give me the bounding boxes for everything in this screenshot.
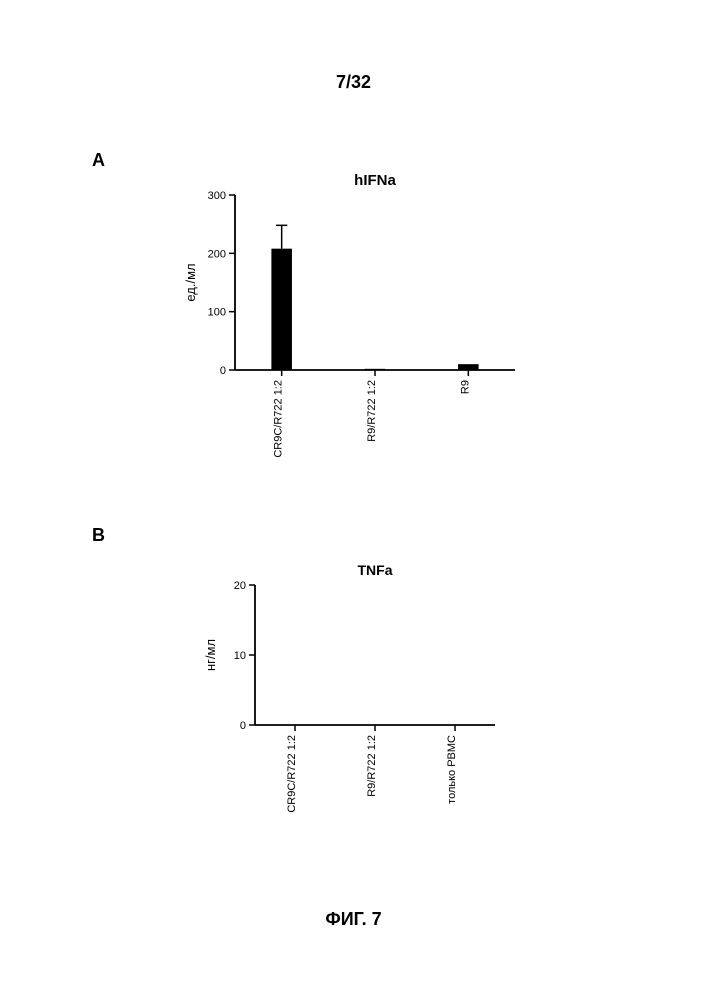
figure-caption: ФИГ. 7 xyxy=(0,909,707,930)
x-tick-label: R9/R722 1:2 xyxy=(366,735,378,797)
panel-b-label: B xyxy=(92,525,105,546)
bar xyxy=(458,364,479,370)
y-tick-label: 100 xyxy=(208,307,226,319)
panel-a-chart: hIFNa 0 100 200 300 ед./мл CR9C/R722 1:2 R9/R72… xyxy=(180,165,525,490)
y-tick-label: 300 xyxy=(208,190,226,202)
x-tick-label: R9 xyxy=(459,380,471,394)
x-tick-label: только PBMC xyxy=(446,735,458,804)
bar xyxy=(271,249,292,370)
x-tick-label: R9/R722 1:2 xyxy=(366,380,378,442)
bar-chart-svg: TNFa 0 10 20 нг/мл CR9C/R722 1:2 R9/R722 1:2 то… xyxy=(200,555,505,840)
x-tick-label: CR9C/R722 1:2 xyxy=(286,735,298,813)
chart-title: TNFa xyxy=(358,562,393,578)
y-tick-label: 10 xyxy=(234,650,246,662)
bar xyxy=(365,369,386,370)
panel-a-label: A xyxy=(92,150,105,171)
y-tick-label: 0 xyxy=(220,365,226,377)
page: 7/32 A hIFNa0100200300ед./млCR9C/R722 1:… xyxy=(0,0,707,1000)
bar-chart-svg: hIFNa 0 100 200 300 ед./мл CR9C/R722 1:2 R9/R72… xyxy=(180,165,525,485)
y-tick-label: 0 xyxy=(240,720,246,732)
panel-b-chart: TNFa 0 10 20 нг/мл CR9C/R722 1:2 R9/R722 1:2 то… xyxy=(200,555,505,845)
x-tick-label: CR9C/R722 1:2 xyxy=(273,380,285,458)
y-axis-label: нг/мл xyxy=(203,639,218,671)
chart-title: hIFNa xyxy=(354,172,396,189)
page-number: 7/32 xyxy=(0,72,707,93)
y-tick-label: 20 xyxy=(234,580,246,592)
y-tick-label: 200 xyxy=(208,248,226,260)
y-axis-label: ед./мл xyxy=(183,263,198,301)
